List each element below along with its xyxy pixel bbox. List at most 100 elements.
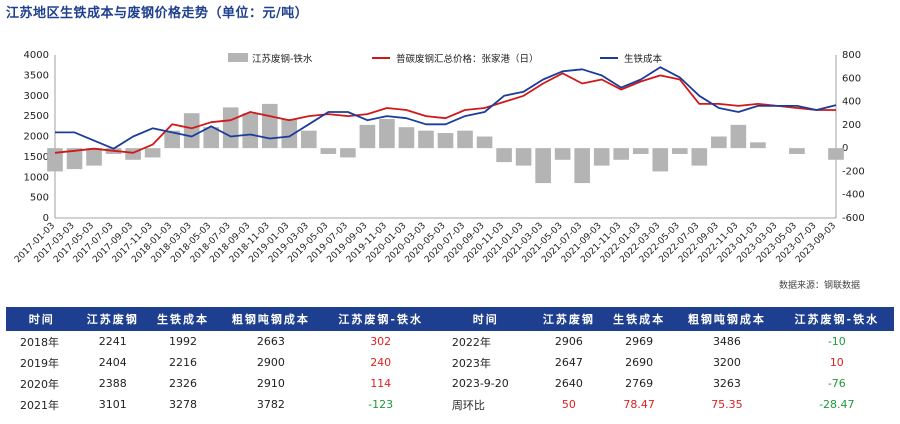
table-header-cell: 粗钢吨钢成本: [674, 307, 780, 331]
table-row: 2018年 2241 1992 2663 302 2022年 2906 2969 3486 -10: [6, 331, 894, 352]
spread-bar: [828, 148, 844, 160]
table-cell: 2900: [256, 356, 285, 369]
table-header-row: 时间 江苏废钢 生铁成本 粗钢吨钢成本 江苏废钢-铁水 时间 江苏废钢 生铁成本 粗钢吨钢成本江…: [6, 307, 894, 331]
table-cell: 3486: [712, 335, 741, 348]
spread-bar: [222, 107, 239, 149]
cost-summary-table: 时间 江苏废钢 生铁成本 粗钢吨钢成本 江苏废钢-铁水 时间 江苏废钢 生铁成本 粗钢吨钢成本江…: [6, 307, 894, 415]
y-right-tick-label: 400: [842, 97, 861, 108]
table-cell: -10: [827, 335, 846, 348]
table-cell: 2640: [554, 377, 583, 390]
y-right-tick-label: -400: [842, 190, 865, 201]
table-header-cell: 江苏废钢-铁水: [779, 307, 894, 331]
table-cell: 3278: [169, 398, 197, 411]
table-cell: 50: [561, 398, 576, 411]
table-cell: -76: [827, 377, 846, 390]
table-cell: 2690: [625, 356, 654, 369]
table-cell: -123: [368, 398, 394, 411]
spread-bar: [340, 148, 356, 158]
legend-label: 江苏废钢-铁水: [252, 53, 313, 65]
table-cell: 周环比: [451, 398, 485, 412]
spread-bar: [144, 148, 161, 158]
table-cell: 75.35: [711, 398, 743, 411]
spread-bar: [379, 119, 395, 149]
y-left-tick-label: 2000: [24, 132, 49, 143]
table-cell: 3200: [712, 356, 741, 369]
y-left-tick-label: 4000: [24, 50, 49, 61]
y-right-tick-label: 200: [842, 120, 861, 131]
spread-bar: [496, 148, 512, 163]
spread-bar: [730, 124, 747, 149]
spread-bar: [86, 148, 102, 166]
table-cell: 3782: [256, 398, 285, 411]
spread-bar: [242, 113, 259, 149]
y-left-tick-label: 2500: [24, 111, 49, 122]
spread-bar: [359, 124, 376, 149]
spread-bar: [750, 142, 766, 149]
table-cell: 2020年: [20, 377, 59, 391]
legend-swatch-spread: [228, 53, 248, 62]
table-row: 2020年 2388 2326 2910 114 2023-9-20 2640 2769 326…: [6, 373, 894, 394]
spread-bar: [418, 130, 434, 149]
spread-bar: [691, 148, 708, 166]
spread-bar: [261, 103, 278, 149]
table-cell: 10: [829, 356, 844, 369]
table-cell: 2326: [169, 377, 197, 390]
y-right-tick-label: 800: [842, 50, 861, 61]
spread-bar: [320, 148, 337, 154]
table-header-cell: 江苏废钢-铁水: [323, 307, 438, 331]
table-cell: 2021年: [20, 398, 59, 412]
y-right-tick-label: -200: [842, 166, 865, 177]
spread-bar: [593, 148, 610, 166]
table-cell: 114: [370, 377, 392, 390]
y-left-tick-label: 3500: [24, 70, 49, 81]
table-cell: 2018年: [20, 335, 59, 349]
spread-bar: [574, 148, 590, 184]
table-cell: 3101: [98, 398, 127, 411]
table-cell: 2388: [98, 377, 127, 390]
spread-bar: [554, 148, 571, 160]
spread-bar: [164, 130, 180, 149]
y-left-tick-label: 1000: [24, 172, 49, 183]
table-header-cell: 时间: [6, 307, 78, 331]
table-header-cell: 江苏废钢: [77, 307, 148, 331]
y-left-tick-label: 0: [43, 213, 49, 224]
source-note: 数据来源：钢联数据: [778, 281, 860, 291]
table-cell: 2019年: [20, 356, 59, 370]
table-header-cell: 时间: [437, 307, 534, 331]
table-header-cell: 生铁成本: [147, 307, 219, 331]
price-trend-chart: 05001000150020002500300035004000-600-400…: [13, 50, 865, 265]
spread-bar: [281, 119, 298, 149]
table-cell: 2404: [98, 356, 127, 369]
spread-bar: [66, 148, 83, 170]
table-cell: 2969: [625, 335, 654, 348]
table-cell: -28.47: [819, 398, 855, 411]
spread-bar: [301, 130, 317, 149]
table-cell: 2022年: [451, 335, 491, 349]
spread-bar: [515, 148, 532, 166]
table-row: 2021年 3101 3278 3782 -123 周环比 50 78.47 75.35 -28.…: [6, 394, 894, 415]
table-cell: 78.47: [623, 398, 655, 411]
legend-label: 生铁成本: [624, 53, 663, 65]
table-cell: 2241: [98, 335, 127, 348]
spread-bar: [457, 130, 473, 149]
table-cell: 2663: [256, 335, 285, 348]
spread-bar: [789, 148, 805, 154]
page-title: 江苏地区生铁成本与废钢价格走势（单位：元/吨）: [6, 6, 309, 21]
spread-bar: [613, 148, 630, 160]
y-left-tick-label: 3000: [24, 91, 49, 102]
table-row: 2019年 2404 2216 2900 240 2023年 2647 2690 3200 10: [6, 352, 894, 373]
y-right-tick-label: 0: [842, 143, 848, 154]
spread-bar: [125, 148, 141, 160]
table-cell: 302: [370, 335, 392, 348]
y-right-tick-label: -600: [842, 213, 865, 224]
table-cell: 2906: [554, 335, 583, 348]
spread-bar: [476, 136, 493, 149]
table-cell: 2023年: [451, 356, 491, 370]
table-cell: 2910: [256, 377, 285, 390]
scrap-price-line: [54, 72, 836, 154]
spread-bar: [183, 113, 200, 149]
spread-bar: [632, 148, 649, 154]
spread-bar: [47, 148, 63, 172]
spread-bar: [203, 127, 220, 149]
table-cell: 2647: [554, 356, 583, 369]
